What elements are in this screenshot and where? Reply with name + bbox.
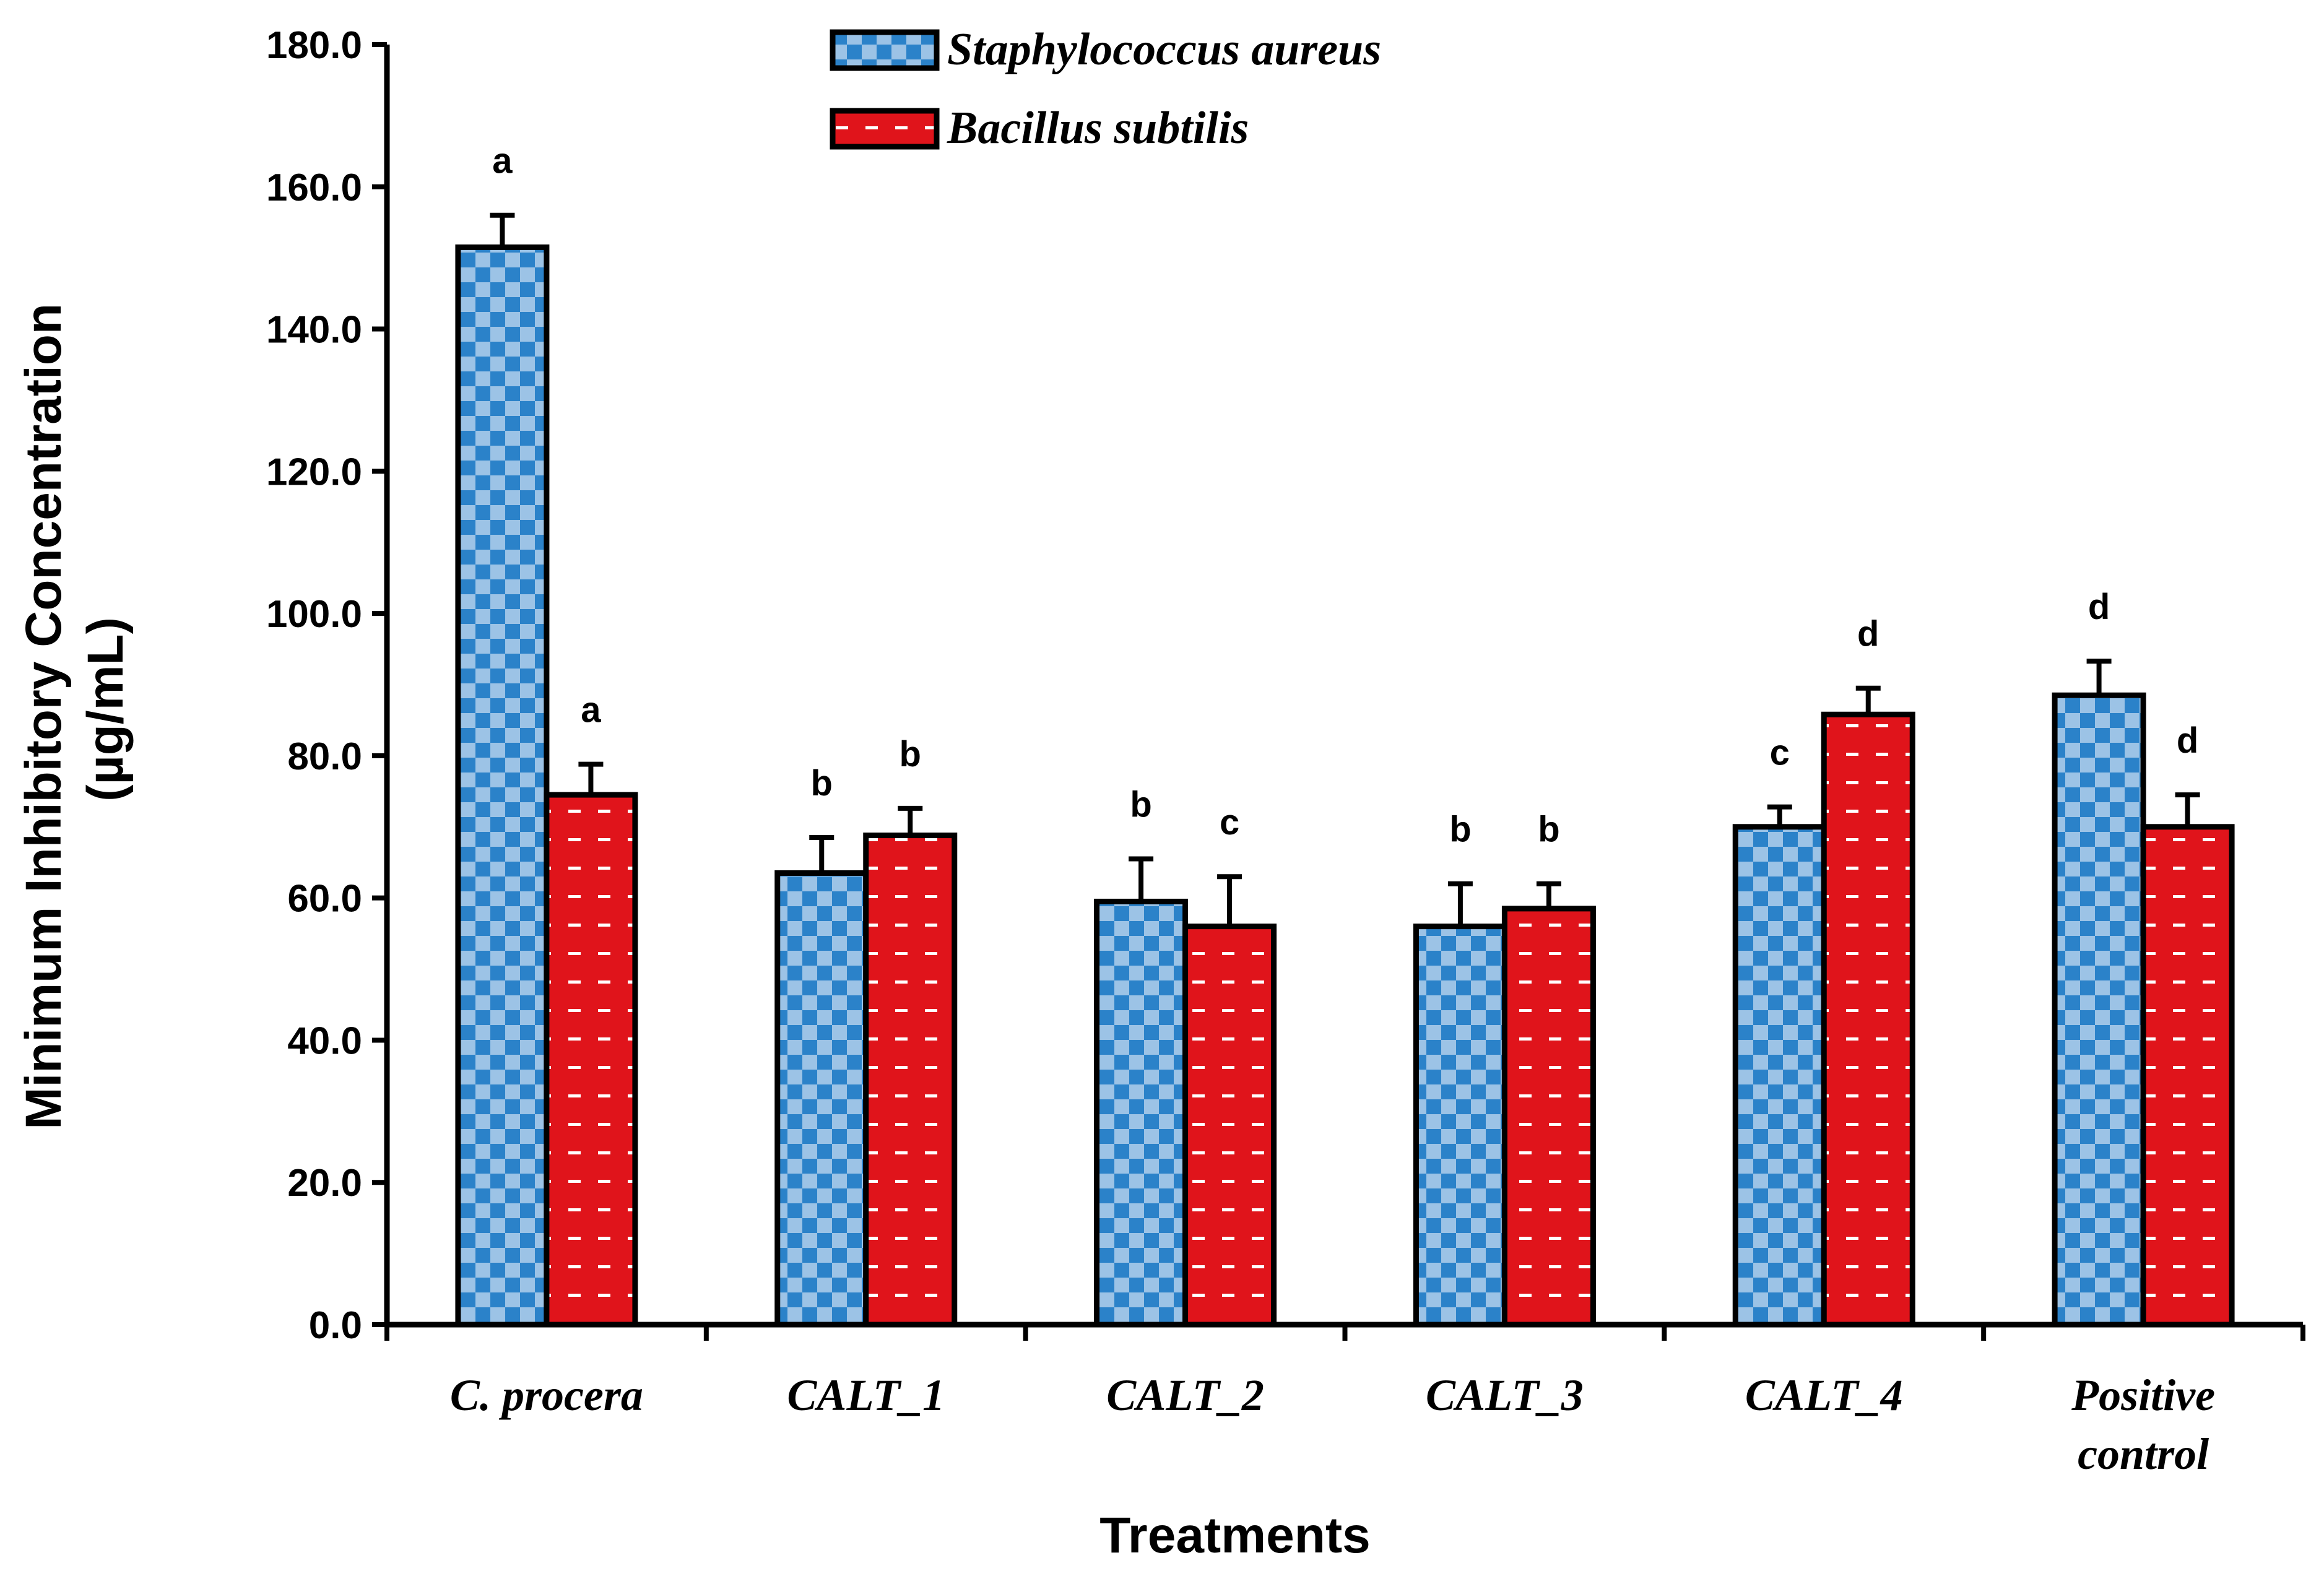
y-tick-label: 20.0	[287, 1162, 362, 1205]
x-category-label: CALT_4	[1745, 1370, 1903, 1420]
bar-staphylococcus-aureus	[2052, 692, 2146, 1328]
bar-staphylococcus-aureus	[1413, 924, 1507, 1328]
significance-letter: c	[1770, 733, 1790, 773]
x-category-label-line: CALT_1	[787, 1370, 945, 1420]
y-tick-label: 100.0	[266, 593, 362, 636]
legend-label-staphylococcus-aureus: Staphylococcus aureus	[947, 24, 1381, 75]
error-bars	[490, 212, 2200, 927]
significance-letter: d	[2177, 721, 2198, 761]
y-tick-label: 180.0	[266, 24, 362, 67]
x-category-label: Positive control	[2071, 1370, 2215, 1479]
significance-letter: b	[811, 763, 833, 803]
x-category-label-line: C. procera	[450, 1370, 643, 1420]
significance-letter: c	[1220, 802, 1239, 842]
axes	[384, 45, 2303, 1328]
x-category-label-line: Positive	[2071, 1370, 2215, 1420]
bar-bacillus-subtilis	[1182, 924, 1277, 1328]
x-category-label: CALT_1	[787, 1370, 945, 1420]
significance-letters: a b b b c d a b c b d d	[492, 141, 2198, 850]
y-axis-ticks: 0.0 20.0 40.0 60.0 80.0 100.0 120.0 140.0 160.0 1…	[266, 24, 387, 1347]
y-axis-title-line-1: Minimum Inhibitory Concentration	[15, 303, 72, 1130]
y-tick-label: 120.0	[266, 451, 362, 493]
y-tick-label: 80.0	[287, 735, 362, 778]
legend: Staphylococcus aureus Bacillus subtilis	[830, 24, 1381, 154]
significance-letter: d	[1857, 614, 1879, 654]
x-axis-ticks: C. procera CALT_1 CALT_2 CALT_3 CALT_4 Positi…	[384, 1325, 2305, 1479]
significance-letter: b	[1130, 784, 1151, 824]
x-category-label-line: CALT_2	[1106, 1370, 1264, 1420]
x-category-label: C. procera	[450, 1370, 643, 1420]
bar-staphylococcus-aureus	[1732, 824, 1827, 1328]
y-axis-title: Minimum Inhibitory Concentration (µg/mL)	[15, 289, 134, 1130]
significance-letter: b	[1449, 810, 1471, 850]
bar-bacillus-subtilis	[1501, 906, 1596, 1328]
significance-letter: b	[900, 734, 921, 774]
bar-staphylococcus-aureus	[1094, 898, 1189, 1328]
y-tick-label: 40.0	[287, 1019, 362, 1062]
x-category-label-line: CALT_3	[1426, 1370, 1584, 1420]
bar-bacillus-subtilis	[863, 833, 958, 1328]
legend-swatch-bacillus-subtilis	[830, 108, 940, 150]
y-axis-title-line-2: (µg/mL)	[77, 617, 134, 802]
y-tick-label: 160.0	[266, 167, 362, 209]
x-category-label-line: CALT_4	[1745, 1370, 1903, 1420]
bar-bacillus-subtilis	[1821, 711, 1915, 1328]
y-tick-label: 60.0	[287, 878, 362, 920]
significance-letter: b	[1538, 810, 1559, 850]
bar-bacillus-subtilis	[2140, 824, 2235, 1328]
bar-bacillus-subtilis	[544, 792, 638, 1328]
y-tick-label: 140.0	[266, 309, 362, 352]
bar-staphylococcus-aureus	[774, 870, 869, 1328]
bar-staphylococcus-aureus	[455, 244, 550, 1328]
significance-letter: a	[581, 690, 601, 730]
x-axis-title: Treatments	[1099, 1507, 1371, 1564]
x-category-label: CALT_2	[1106, 1370, 1264, 1420]
bars	[455, 244, 2235, 1328]
significance-letter: a	[492, 141, 513, 181]
y-tick-label: 0.0	[309, 1304, 362, 1347]
legend-swatch-staphylococcus-aureus	[830, 29, 940, 71]
significance-letter: d	[2088, 587, 2110, 627]
x-category-label: CALT_3	[1426, 1370, 1584, 1420]
legend-label-bacillus-subtilis: Bacillus subtilis	[947, 103, 1249, 154]
x-category-label-line: control	[2078, 1429, 2209, 1479]
